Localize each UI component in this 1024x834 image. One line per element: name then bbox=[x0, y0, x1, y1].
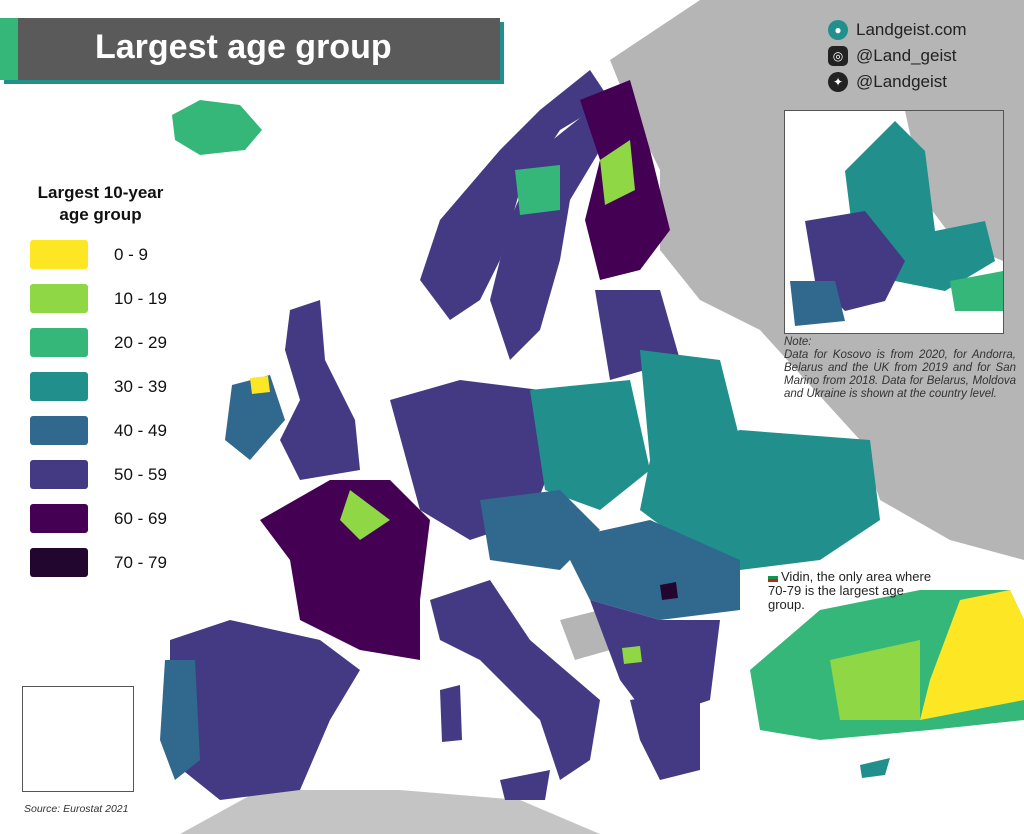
legend-label: 0 - 9 bbox=[114, 244, 149, 264]
social-text: Landgeist.com bbox=[856, 20, 967, 39]
france bbox=[260, 480, 430, 660]
vidin-annotation: Vidin, the only area where 70-79 is the … bbox=[768, 570, 938, 612]
spain bbox=[170, 620, 360, 800]
note-text: Data for Kosovo is from 2020, for Andorr… bbox=[784, 349, 1016, 400]
legend-swatch bbox=[30, 460, 88, 489]
sweden bbox=[490, 110, 600, 360]
social-twitter: ✦ @Landgeist bbox=[828, 72, 947, 92]
legend-item: 0 - 9 bbox=[30, 240, 194, 269]
legend-swatch bbox=[30, 504, 88, 533]
legend-swatch bbox=[30, 372, 88, 401]
social-text: @Land_geist bbox=[856, 46, 957, 65]
legend-item: 60 - 69 bbox=[30, 504, 194, 533]
legend-label: 50 - 59 bbox=[114, 464, 167, 484]
northern-ireland bbox=[250, 376, 270, 394]
greece bbox=[630, 690, 700, 780]
turkey-lime bbox=[830, 640, 920, 720]
legend-swatch bbox=[30, 416, 88, 445]
social-text: @Landgeist bbox=[856, 72, 947, 91]
finland-green bbox=[600, 140, 635, 205]
canary-islands-inset bbox=[22, 686, 134, 792]
inset-map bbox=[784, 110, 1004, 334]
great-britain bbox=[280, 300, 360, 480]
twitter-icon: ✦ bbox=[828, 72, 848, 92]
sweden-north-green bbox=[515, 165, 560, 215]
italy bbox=[430, 580, 600, 780]
legend-swatch bbox=[30, 284, 88, 313]
vidin bbox=[660, 582, 678, 600]
legend-label: 40 - 49 bbox=[114, 420, 167, 440]
legend-item: 20 - 29 bbox=[30, 328, 194, 357]
legend-label: 60 - 69 bbox=[114, 508, 167, 528]
legend-item: 50 - 59 bbox=[30, 460, 194, 489]
note: Note: Data for Kosovo is from 2020, for … bbox=[784, 336, 1016, 401]
title-accent bbox=[0, 18, 18, 80]
globe-icon: ● bbox=[828, 20, 848, 40]
legend-title-line1: Largest 10-year bbox=[37, 183, 164, 202]
legend-label: 10 - 19 bbox=[114, 288, 167, 308]
source-text: Source: Eurostat 2021 bbox=[24, 803, 129, 815]
annotation-text: Vidin, the only area where 70-79 is the … bbox=[768, 569, 932, 612]
legend-item: 40 - 49 bbox=[30, 416, 194, 445]
note-heading: Note: bbox=[784, 336, 812, 348]
turkey-southeast-yellow bbox=[920, 590, 1024, 720]
ukraine bbox=[640, 430, 880, 570]
north-africa-landmass bbox=[180, 790, 600, 834]
legend-item: 70 - 79 bbox=[30, 548, 194, 577]
legend-label: 20 - 29 bbox=[114, 332, 167, 352]
social-instagram: ◎ @Land_geist bbox=[828, 46, 956, 66]
ireland bbox=[225, 375, 285, 460]
belarus bbox=[640, 350, 740, 460]
instagram-icon: ◎ bbox=[828, 46, 848, 66]
france-green bbox=[340, 490, 390, 540]
poland bbox=[530, 380, 650, 510]
legend-item: 10 - 19 bbox=[30, 284, 194, 313]
iceland bbox=[172, 100, 262, 155]
kosovo bbox=[622, 646, 642, 664]
legend-item: 30 - 39 bbox=[30, 372, 194, 401]
social-website: ● Landgeist.com bbox=[828, 20, 967, 40]
sardinia bbox=[440, 685, 462, 742]
legend-title: Largest 10-year age group bbox=[18, 182, 183, 226]
legend-title-line2: age group bbox=[59, 205, 142, 224]
title-banner bbox=[0, 18, 500, 80]
norway bbox=[420, 70, 610, 320]
bulgaria-flag-icon bbox=[768, 573, 778, 583]
portugal bbox=[160, 660, 200, 780]
legend-swatch bbox=[30, 240, 88, 269]
legend-swatch bbox=[30, 548, 88, 577]
page-title: Largest age group bbox=[95, 28, 392, 66]
legend-label: 30 - 39 bbox=[114, 376, 167, 396]
cyprus bbox=[860, 758, 890, 778]
romania-hungary bbox=[560, 520, 740, 620]
legend-swatch bbox=[30, 328, 88, 357]
legend-label: 70 - 79 bbox=[114, 552, 167, 572]
balkans bbox=[590, 600, 720, 720]
balkan-grey bbox=[560, 610, 610, 660]
sicily bbox=[500, 770, 550, 800]
